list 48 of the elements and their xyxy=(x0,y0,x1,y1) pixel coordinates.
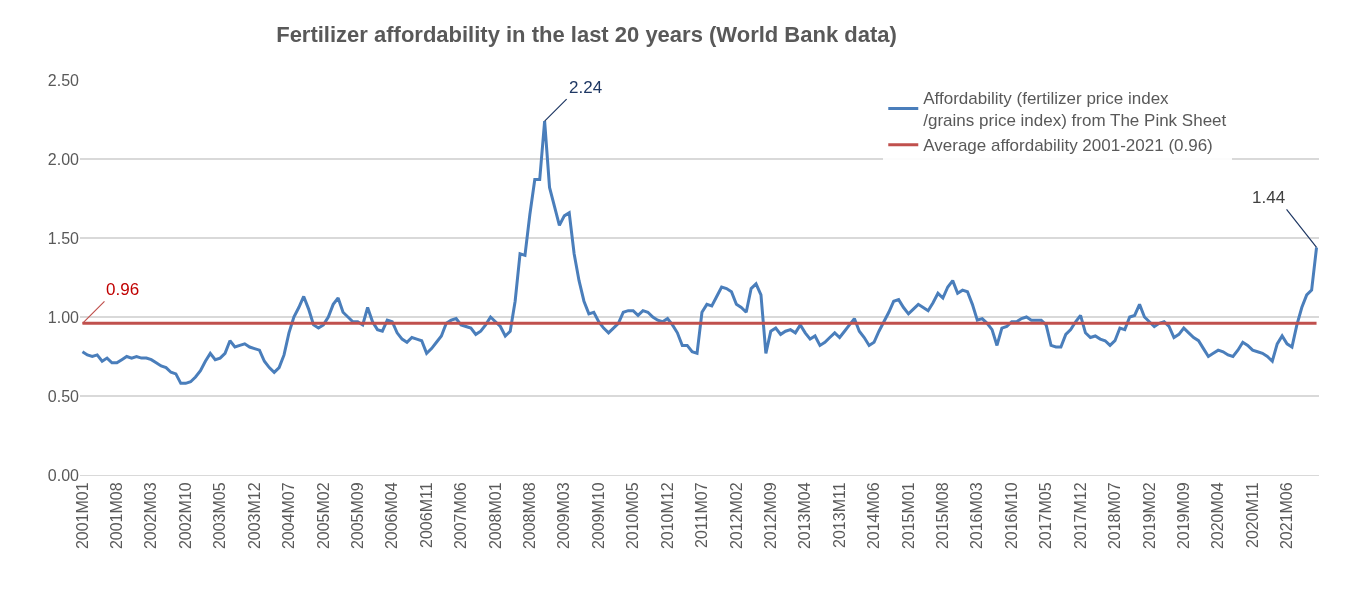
x-tick-label: 2002M10 xyxy=(176,482,194,550)
legend-label: Affordability (fertilizer price index /grains price index) from The Pink Sheet xyxy=(923,89,1227,131)
x-tick-label: 2006M11 xyxy=(417,482,435,548)
x-tick-label: 2016M10 xyxy=(1002,482,1020,550)
x-tick-label: 2008M08 xyxy=(521,482,539,550)
x-tick-label: 2013M11 xyxy=(830,482,848,548)
x-tick-label: 2007M06 xyxy=(452,482,470,550)
x-tick-label: 2014M06 xyxy=(865,482,883,550)
y-tick-label: 0.50 xyxy=(47,387,80,405)
x-tick-label: 2009M10 xyxy=(589,482,607,550)
x-tick-label: 2012M02 xyxy=(727,482,745,550)
data-label: 1.44 xyxy=(1252,188,1286,207)
data-label: 0.96 xyxy=(106,280,140,299)
x-tick-label: 2003M05 xyxy=(211,482,229,550)
y-tick-label: 1.50 xyxy=(47,229,80,247)
y-tick-label: 0.00 xyxy=(47,466,80,484)
x-tick-label: 2011M07 xyxy=(693,482,711,548)
x-tick-label: 2005M02 xyxy=(314,482,332,550)
y-tick-label: 1.00 xyxy=(47,308,80,326)
x-tick-label: 2004M07 xyxy=(280,482,298,550)
x-tick-label: 2017M05 xyxy=(1037,482,1055,550)
x-tick-label: 2006M04 xyxy=(383,482,401,550)
x-tick-label: 2015M08 xyxy=(934,482,952,550)
legend-label: Average affordability 2001-2021 (0.96) xyxy=(923,136,1213,156)
chart-title: Fertilizer affordability in the last 20 years (World Bank data) xyxy=(276,22,897,48)
x-tick-label: 2015M01 xyxy=(899,482,917,550)
x-tick-label: 2012M09 xyxy=(761,482,779,550)
x-tick-label: 2010M12 xyxy=(658,482,676,550)
x-tick-label: 2019M09 xyxy=(1174,482,1192,550)
x-tick-label: 2008M01 xyxy=(486,482,504,550)
x-tick-label: 2010M05 xyxy=(624,482,642,550)
y-tick-label: 2.00 xyxy=(47,150,80,168)
x-tick-label: 2020M11 xyxy=(1243,482,1261,548)
x-tick-label: 2018M07 xyxy=(1106,482,1124,550)
x-tick-label: 2009M03 xyxy=(555,482,573,550)
x-tick-label: 2019M02 xyxy=(1140,482,1158,550)
x-tick-label: 2016M03 xyxy=(968,482,986,550)
y-tick-label: 2.50 xyxy=(47,71,80,89)
x-tick-label: 2002M03 xyxy=(142,482,160,550)
x-tick-label: 2017M12 xyxy=(1071,482,1089,550)
x-tick-label: 2003M12 xyxy=(245,482,263,550)
x-tick-label: 2020M04 xyxy=(1209,482,1227,550)
x-tick-label: 2013M04 xyxy=(796,482,814,550)
x-tick-label: 2001M01 xyxy=(73,482,91,550)
x-tick-label: 2001M08 xyxy=(108,482,126,550)
x-tick-label: 2021M06 xyxy=(1278,482,1296,550)
data-label: 2.24 xyxy=(569,78,603,97)
x-tick-label: 2005M09 xyxy=(348,482,366,550)
